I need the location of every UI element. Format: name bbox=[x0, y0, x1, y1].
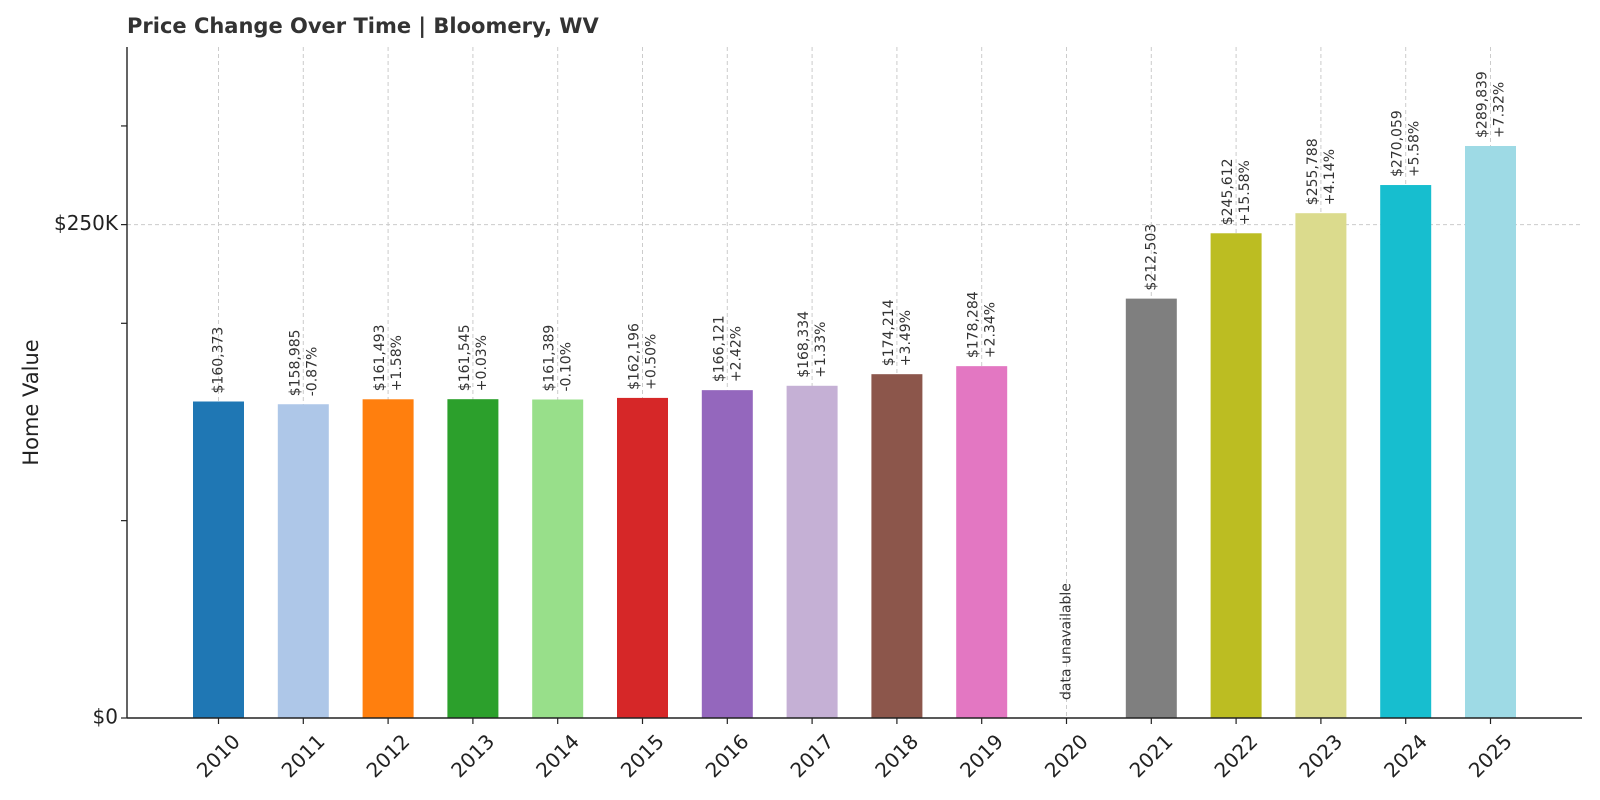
x-tick-label: 2014 bbox=[531, 729, 584, 782]
bar-change-label: +2.34% bbox=[983, 302, 999, 358]
x-tick-label: 2021 bbox=[1125, 729, 1178, 782]
bar-change-label: +4.14% bbox=[1322, 149, 1338, 205]
chart-title: Price Change Over Time | Bloomery, WV bbox=[127, 14, 599, 38]
bar bbox=[1380, 185, 1432, 718]
x-tick-label: 2017 bbox=[785, 729, 838, 782]
bar-value-label: $161,493 bbox=[372, 324, 388, 391]
bar bbox=[871, 374, 923, 718]
bar-value-label: $174,214 bbox=[881, 299, 897, 366]
bar bbox=[1295, 213, 1347, 718]
bar-change-label: +3.49% bbox=[898, 310, 914, 366]
bar-value-label: $158,985 bbox=[287, 329, 303, 396]
bar-change-label: -0.10% bbox=[559, 342, 575, 392]
x-tick-label: 2011 bbox=[277, 729, 330, 782]
bar-value-label: $162,196 bbox=[627, 323, 643, 390]
bar-value-label: $166,121 bbox=[711, 315, 727, 382]
bar-value-label: $178,284 bbox=[966, 291, 982, 358]
x-tick-label: 2012 bbox=[361, 729, 414, 782]
bar-value-label: $212,503 bbox=[1143, 224, 1159, 291]
bar bbox=[193, 401, 244, 718]
bar-value-label: $255,788 bbox=[1305, 138, 1321, 205]
x-tick-label: 2022 bbox=[1209, 729, 1262, 782]
x-tick-label: 2015 bbox=[616, 729, 669, 782]
x-tick-label: 2023 bbox=[1294, 729, 1347, 782]
bar-value-label: $168,334 bbox=[796, 311, 812, 378]
bar bbox=[956, 366, 1008, 718]
bar bbox=[1465, 145, 1516, 718]
missing-data-label: data unavailable bbox=[1059, 583, 1075, 700]
bar-change-label: +5.58% bbox=[1407, 121, 1423, 177]
bar-change-label: +15.58% bbox=[1237, 160, 1253, 225]
x-tick-label: 2013 bbox=[446, 729, 499, 782]
bar bbox=[362, 399, 414, 718]
x-tick-label: 2020 bbox=[1040, 729, 1093, 782]
bar-change-label: +7.32% bbox=[1492, 82, 1508, 138]
x-tick-label: 2025 bbox=[1464, 729, 1517, 782]
bar-change-label: +2.42% bbox=[728, 326, 744, 382]
bar bbox=[701, 390, 753, 718]
x-tick-label: 2016 bbox=[701, 729, 754, 782]
bar-value-label: $160,373 bbox=[211, 327, 227, 394]
y-axis-label: Home Value bbox=[19, 339, 43, 465]
bar-change-label: +0.50% bbox=[644, 334, 660, 390]
bar bbox=[786, 385, 838, 718]
x-tick-label: 2010 bbox=[192, 729, 245, 782]
bar-value-label: $161,545 bbox=[457, 324, 473, 391]
y-tick-label: $250K bbox=[54, 211, 119, 235]
bar-change-label: +1.58% bbox=[389, 335, 405, 391]
bar bbox=[447, 399, 499, 718]
bar-value-label: $161,389 bbox=[542, 325, 558, 392]
bar bbox=[617, 397, 668, 718]
bar-value-label: $270,059 bbox=[1390, 110, 1406, 177]
bar bbox=[277, 404, 329, 718]
y-tick-label: $0 bbox=[93, 705, 118, 729]
bar-change-label: -0.87% bbox=[304, 347, 320, 397]
bar-change-label: +0.03% bbox=[474, 335, 490, 391]
x-tick-label: 2018 bbox=[870, 729, 923, 782]
bar bbox=[532, 399, 584, 718]
x-tick-label: 2019 bbox=[955, 729, 1008, 782]
bar bbox=[1125, 298, 1177, 718]
bar bbox=[1210, 233, 1262, 718]
bar-value-label: $289,839 bbox=[1475, 71, 1491, 138]
x-tick-label: 2024 bbox=[1379, 729, 1432, 782]
bar-value-label: $245,612 bbox=[1220, 158, 1236, 225]
bar-change-label: +1.33% bbox=[813, 322, 829, 378]
